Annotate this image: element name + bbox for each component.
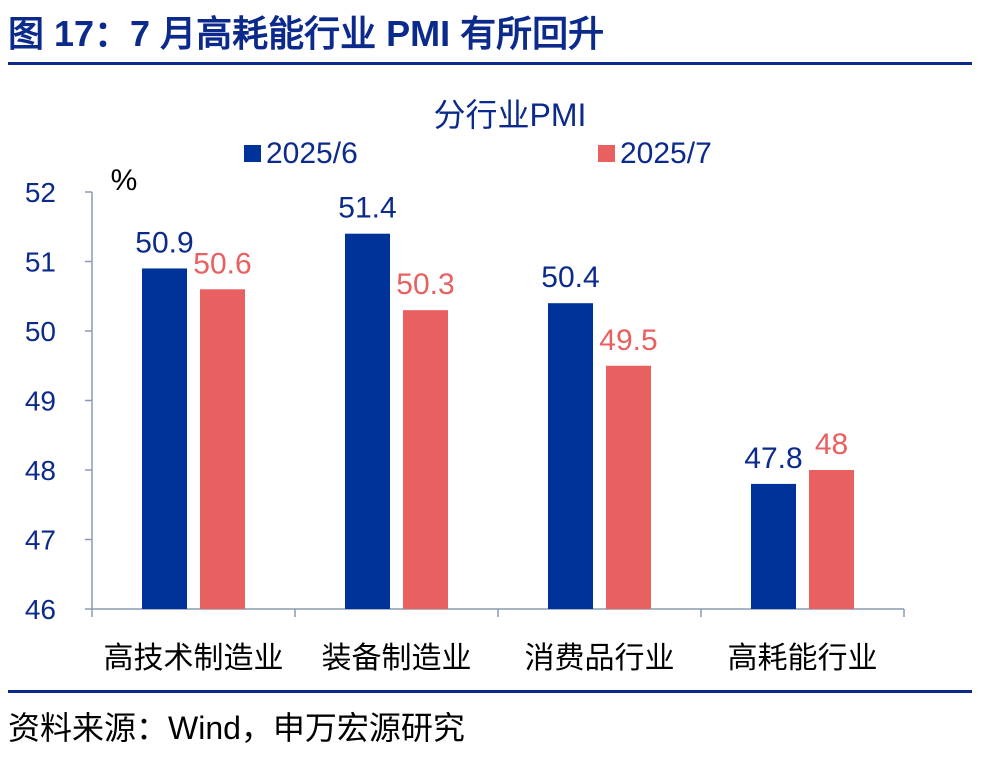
x-axis: 高技术制造业 装备制造业 消费品行业 高耗能行业 [91, 608, 905, 675]
bar [751, 483, 796, 609]
source-note: 资料来源：Wind，申万宏源研究 [8, 710, 465, 746]
y-tick-label: 49 [25, 386, 56, 417]
bar [548, 303, 593, 609]
legend: 2025/6 2025/7 [244, 137, 712, 170]
y-tick-label: 46 [25, 594, 56, 625]
data-labels: 50.9 51.4 50.4 47.8 50.6 50.3 49.5 48 [135, 192, 848, 475]
bar-chart: 分行业PMI % 2025/6 2025/7 46 47 48 49 50 51 52 高技术… [25, 97, 905, 675]
bar [403, 310, 448, 609]
bar [809, 470, 854, 609]
chart-title: 分行业PMI [434, 97, 587, 133]
legend-label: 2025/6 [266, 137, 358, 170]
y-tick-label: 47 [25, 525, 56, 556]
bar [345, 233, 390, 609]
title-rule [8, 62, 972, 65]
data-label: 47.8 [744, 442, 802, 475]
x-category-label: 装备制造业 [322, 642, 472, 675]
legend-swatch [244, 145, 261, 162]
data-label: 50.3 [396, 268, 454, 301]
source-rule [8, 690, 972, 693]
legend-label: 2025/7 [620, 137, 712, 170]
data-label: 50.4 [541, 261, 599, 294]
y-axis: 46 47 48 49 50 51 52 [25, 177, 93, 625]
data-label: 50.9 [135, 226, 193, 259]
bar [200, 289, 245, 609]
data-label: 51.4 [338, 192, 396, 225]
bars [142, 233, 854, 609]
y-tick-label: 50 [25, 316, 56, 347]
figure-title: 图 17：7 月高耗能行业 PMI 有所回升 [8, 13, 605, 54]
y-axis-unit-label: % [111, 164, 138, 197]
y-tick-label: 51 [25, 247, 56, 278]
bar [142, 268, 187, 609]
legend-swatch [598, 145, 615, 162]
bar [606, 365, 651, 609]
y-tick-label: 52 [25, 177, 56, 208]
data-label: 49.5 [599, 324, 657, 357]
x-category-label: 高技术制造业 [104, 642, 284, 675]
x-category-label: 高耗能行业 [728, 642, 878, 675]
data-label: 48 [815, 428, 848, 461]
y-tick-label: 48 [25, 455, 56, 486]
x-category-label: 消费品行业 [525, 642, 675, 675]
data-label: 50.6 [193, 247, 251, 280]
